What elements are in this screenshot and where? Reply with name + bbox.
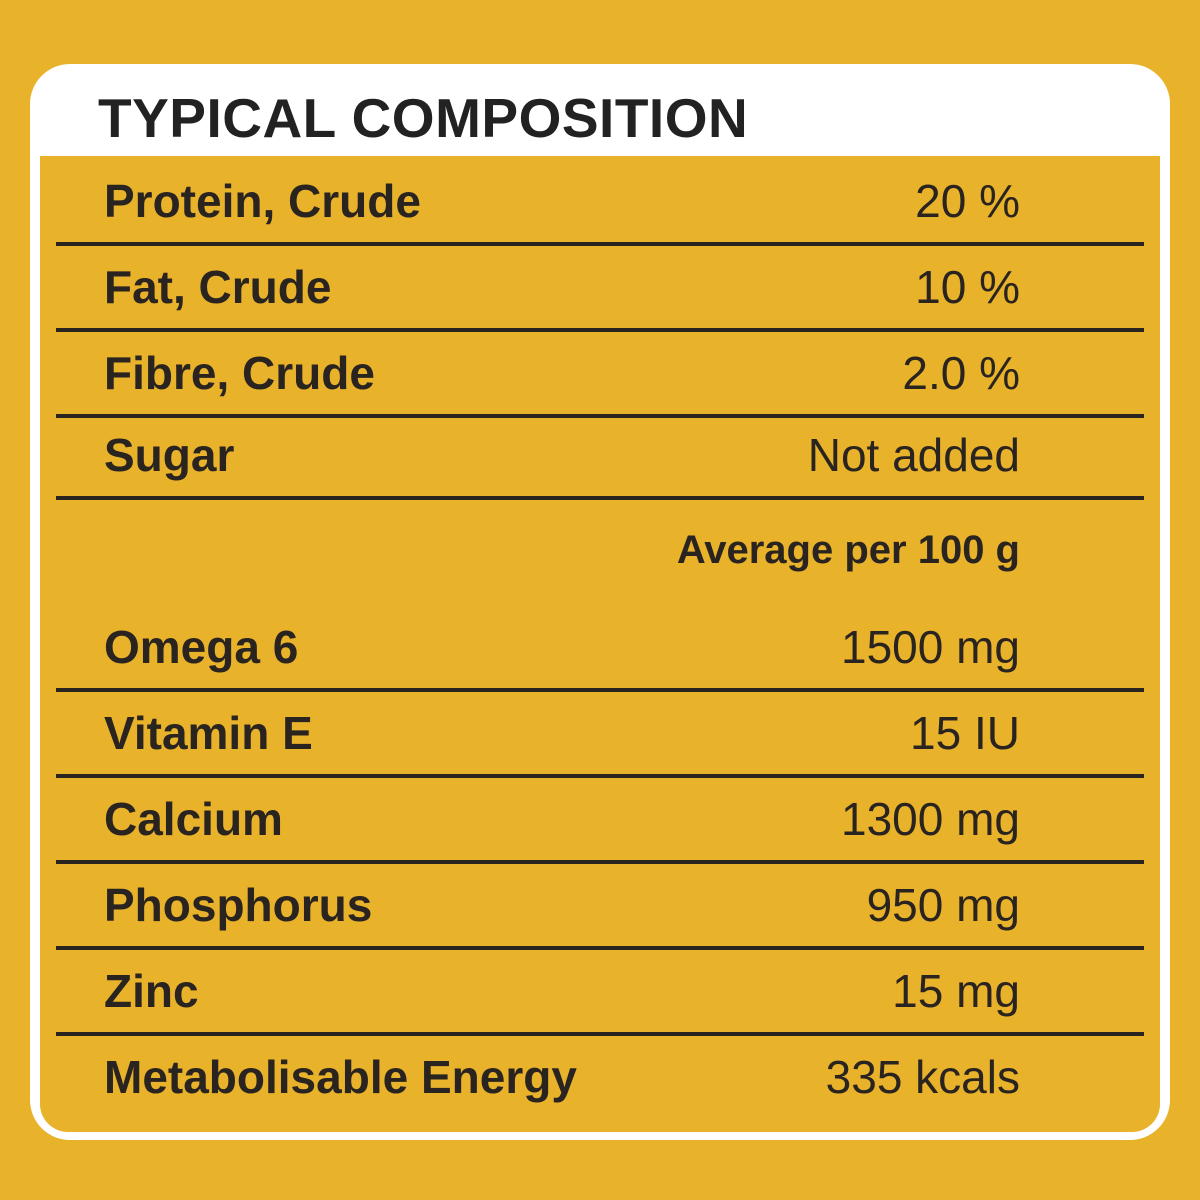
table-row: Fat, Crude 10 % [56,246,1144,332]
row-value: 15 mg [892,965,1020,1017]
row-label: Vitamin E [104,707,313,759]
row-label: Fibre, Crude [104,347,375,399]
table-row: Zinc 15 mg [56,950,1144,1036]
page-title: TYPICAL COMPOSITION [98,87,749,149]
composition-table: Protein, Crude 20 % Fat, Crude 10 % Fibr… [40,156,1160,1132]
row-value: 20 % [915,175,1020,227]
table-row: Vitamin E 15 IU [56,692,1144,778]
row-label: Protein, Crude [104,175,421,227]
row-value: Not added [807,429,1020,481]
row-value: 1500 mg [840,621,1020,673]
row-label: Omega 6 [104,621,299,673]
row-label: Phosphorus [104,879,373,931]
row-value: 10 % [915,261,1020,313]
row-label: Metabolisable Energy [104,1051,577,1103]
row-label: Fat, Crude [104,261,332,313]
row-value: 2.0 % [902,347,1020,399]
table-row: Calcium 1300 mg [56,778,1144,864]
row-label: Zinc [104,965,199,1017]
row-label: Calcium [104,793,283,845]
row-value: 950 mg [866,879,1020,931]
row-value: 335 kcals [825,1051,1020,1103]
table-row: Metabolisable Energy 335 kcals [56,1032,1144,1118]
table-row: Sugar Not added [56,414,1144,500]
average-heading: Average per 100 g [676,528,1020,572]
row-label: Sugar [104,429,235,481]
table-row: Protein, Crude 20 % [56,160,1144,246]
row-value: 1300 mg [840,793,1020,845]
table-row: Phosphorus 950 mg [56,864,1144,950]
table-row: Omega 6 1500 mg [56,606,1144,692]
row-value: 15 IU [910,707,1020,759]
table-row: Fibre, Crude 2.0 % [56,332,1144,418]
